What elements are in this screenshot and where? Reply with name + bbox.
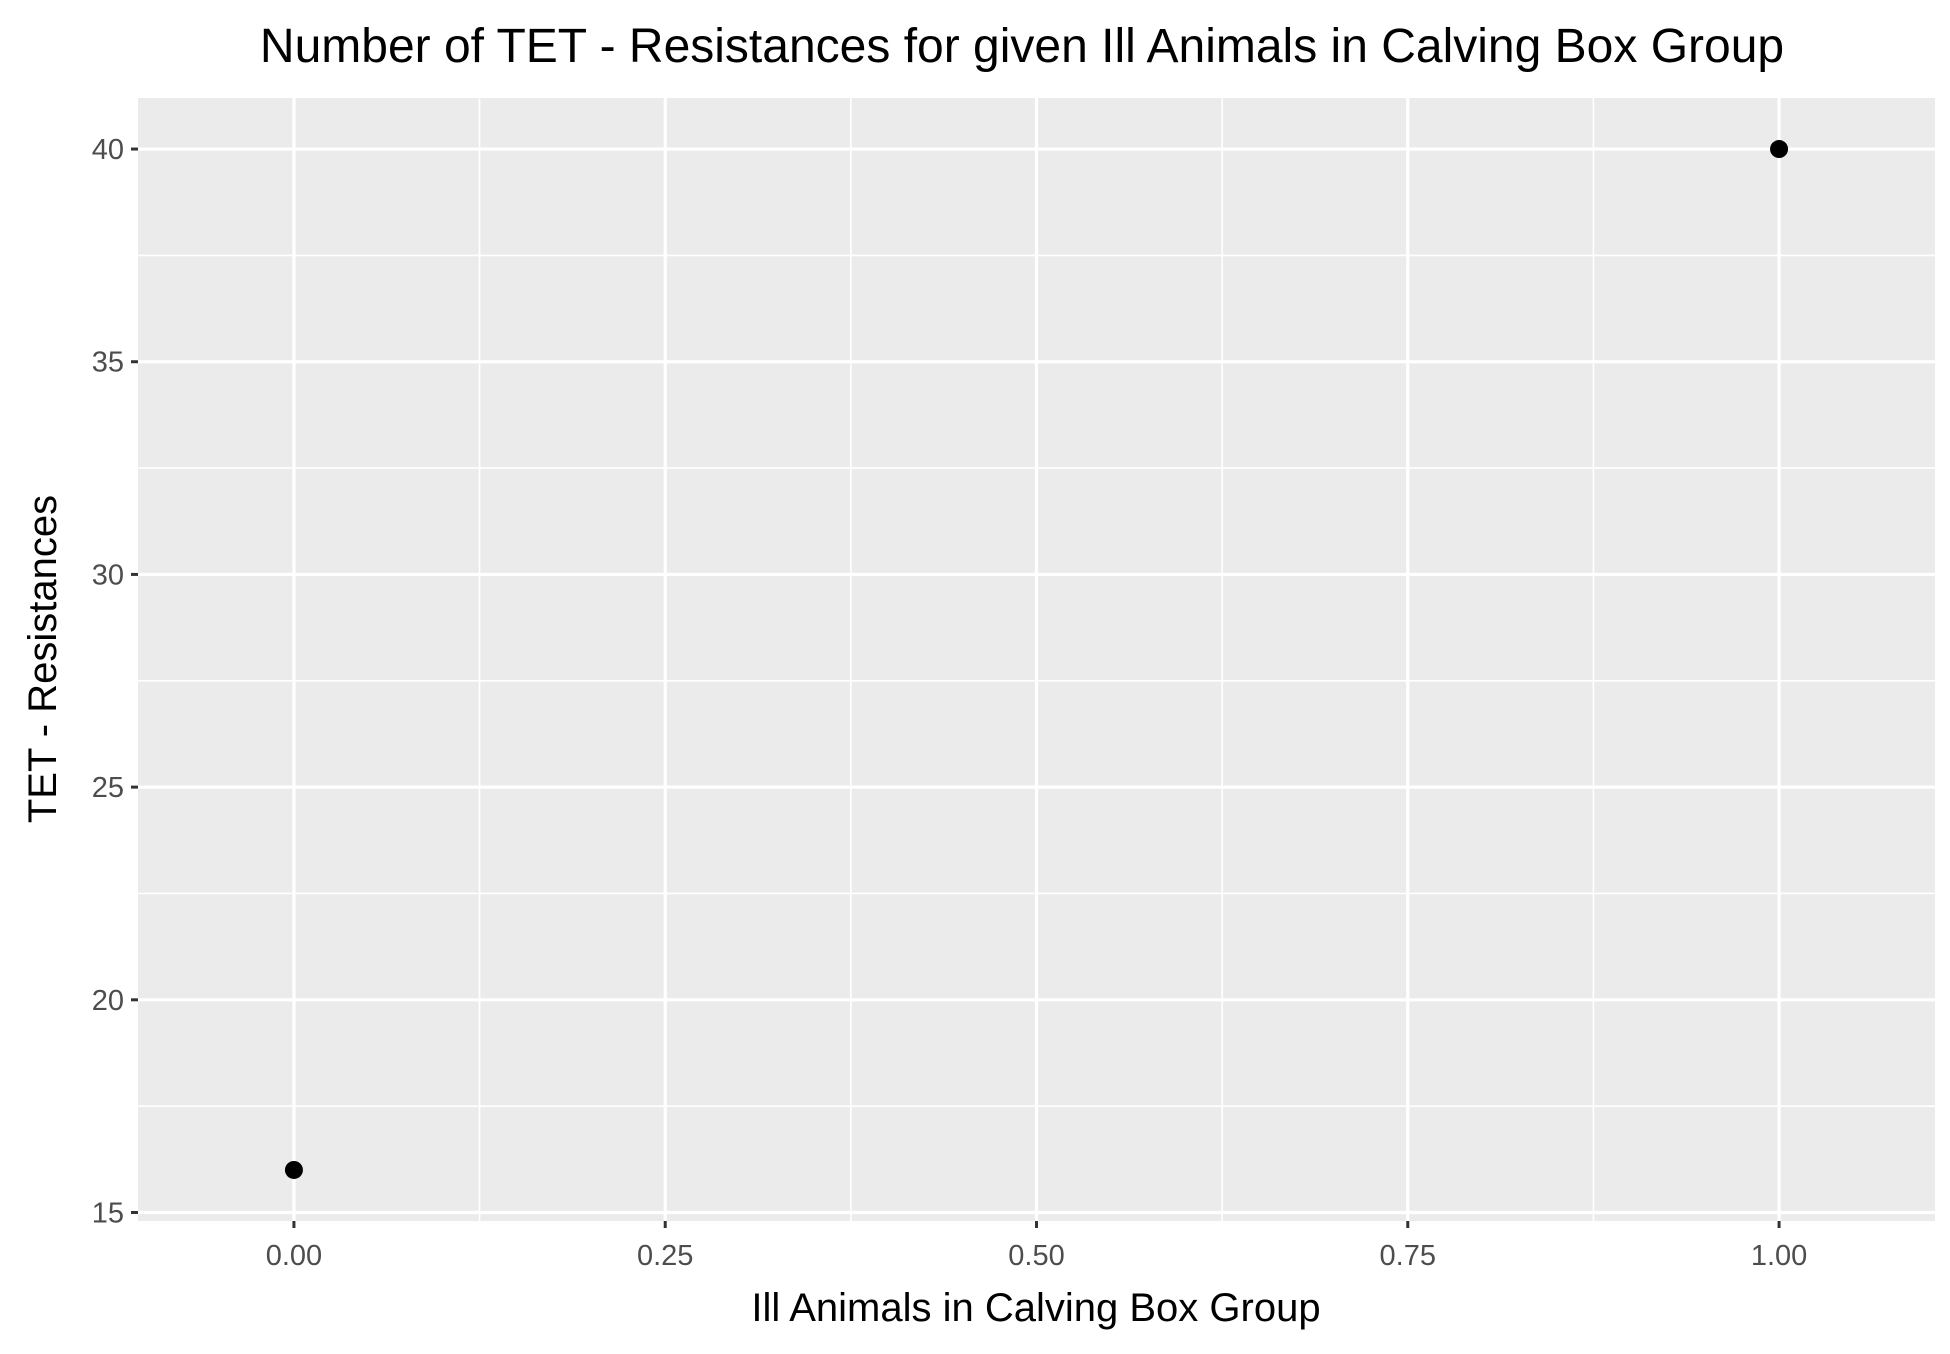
y-tick-label: 25 bbox=[92, 772, 124, 804]
y-tick-label: 30 bbox=[92, 559, 124, 591]
major-gridlines bbox=[138, 98, 1935, 1221]
x-tick-label: 0.25 bbox=[637, 1240, 693, 1272]
data-point bbox=[284, 1160, 303, 1179]
y-axis-title: TET - Resistances bbox=[21, 495, 65, 823]
y-axis: 15 20 25 30 35 40 bbox=[92, 134, 138, 1229]
data-points bbox=[284, 140, 1789, 1179]
x-tick-label: 0.00 bbox=[266, 1240, 322, 1272]
y-tick-label: 15 bbox=[92, 1197, 124, 1229]
y-tick-label: 40 bbox=[92, 134, 124, 166]
x-tick-label: 0.50 bbox=[1008, 1240, 1064, 1272]
x-tick-label: 0.75 bbox=[1380, 1240, 1436, 1272]
data-point bbox=[1770, 140, 1789, 159]
x-axis: 0.00 0.25 0.50 0.75 1.00 bbox=[266, 1221, 1807, 1272]
x-axis-title: Ill Animals in Calving Box Group bbox=[751, 1286, 1320, 1330]
chart-title: Number of TET - Resistances for given Il… bbox=[260, 20, 1784, 73]
y-tick-label: 35 bbox=[92, 347, 124, 379]
y-tick-label: 20 bbox=[92, 985, 124, 1017]
x-tick-label: 1.00 bbox=[1751, 1240, 1807, 1272]
